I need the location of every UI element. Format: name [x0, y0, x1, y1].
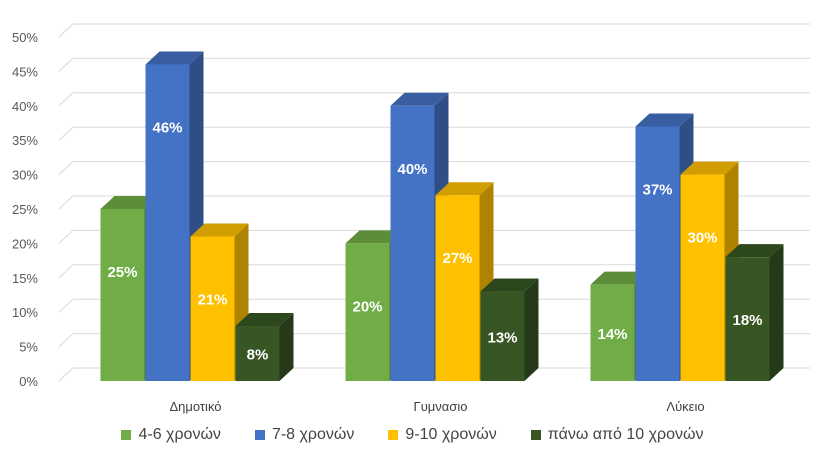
x-category-label: Γυμνασιο — [414, 399, 468, 414]
legend-swatch — [388, 430, 399, 440]
data-label: 46% — [152, 120, 182, 137]
gridline — [58, 195, 810, 210]
data-label: 37% — [642, 181, 672, 198]
gridline — [58, 229, 810, 244]
data-label: 40% — [397, 161, 427, 178]
data-label: 27% — [442, 250, 472, 267]
data-label: 18% — [732, 312, 762, 329]
gridline — [58, 57, 810, 72]
gridline — [58, 23, 810, 38]
bar — [725, 244, 784, 381]
y-tick-label: 25% — [12, 202, 38, 217]
y-tick-label: 10% — [12, 305, 38, 320]
data-labels: 25% 46% 21% 8% 20% 40% 27% 13% 14% 37% 30% 18% — [107, 120, 762, 364]
gridline — [58, 264, 810, 279]
data-label: 20% — [352, 298, 382, 315]
y-axis-ticks: 0% 5% 10% 15% 20% 25% 30% 35% 40% 45% 50% — [12, 30, 38, 389]
data-label: 21% — [197, 292, 227, 309]
y-tick-label: 20% — [12, 236, 38, 251]
gridline — [58, 367, 810, 382]
x-category-label: Δημοτικό — [169, 399, 221, 414]
y-tick-label: 35% — [12, 133, 38, 148]
legend-label: 4-6 χρονών — [138, 426, 221, 443]
legend-item: 9-10 χρονών — [388, 426, 497, 444]
bar — [235, 312, 294, 381]
bars — [100, 51, 784, 382]
y-tick-label: 45% — [12, 64, 38, 79]
legend-label: πάνω από 10 χρονών — [547, 426, 704, 443]
y-tick-label: 30% — [12, 168, 38, 183]
legend-item: 4-6 χρονών — [121, 426, 221, 444]
bar — [480, 278, 539, 381]
legend-item: πάνω από 10 χρονών — [530, 426, 704, 444]
x-axis-categories: Δημοτικό Γυμνασιο Λύκειο — [169, 399, 704, 414]
legend-swatch — [530, 430, 541, 440]
legend: 4-6 χρονών 7-8 χρονών 9-10 χρονών πάνω από … — [0, 426, 825, 444]
y-tick-label: 0% — [19, 374, 38, 389]
data-label: 30% — [687, 230, 717, 247]
legend-item: 7-8 χρονών — [254, 426, 355, 444]
gridline — [58, 298, 810, 313]
gridline — [58, 333, 810, 347]
legend-swatch — [121, 430, 132, 440]
gridline — [58, 126, 810, 141]
x-category-label: Λύκειο — [666, 399, 704, 414]
y-tick-label: 50% — [12, 30, 38, 45]
y-tick-label: 15% — [12, 271, 38, 286]
gridline — [58, 161, 810, 175]
y-tick-label: 40% — [12, 99, 38, 114]
data-label: 13% — [487, 329, 517, 346]
legend-label: 7-8 χρονών — [271, 426, 355, 443]
data-label: 8% — [247, 346, 269, 363]
gridline — [58, 92, 810, 107]
y-tick-label: 5% — [19, 340, 38, 355]
gridlines — [58, 23, 810, 382]
data-label: 25% — [107, 264, 137, 281]
data-label: 14% — [597, 326, 627, 343]
legend-label: 9-10 χρονών — [405, 426, 497, 443]
legend-swatch — [254, 430, 265, 440]
